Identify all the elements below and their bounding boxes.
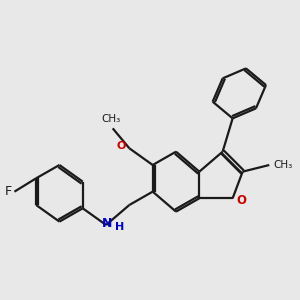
- Text: CH₃: CH₃: [273, 160, 292, 170]
- Text: F: F: [4, 185, 12, 198]
- Text: CH₃: CH₃: [101, 114, 121, 124]
- Text: H: H: [116, 222, 124, 232]
- Text: N: N: [101, 217, 112, 230]
- Text: O: O: [237, 194, 247, 208]
- Text: O: O: [117, 141, 126, 151]
